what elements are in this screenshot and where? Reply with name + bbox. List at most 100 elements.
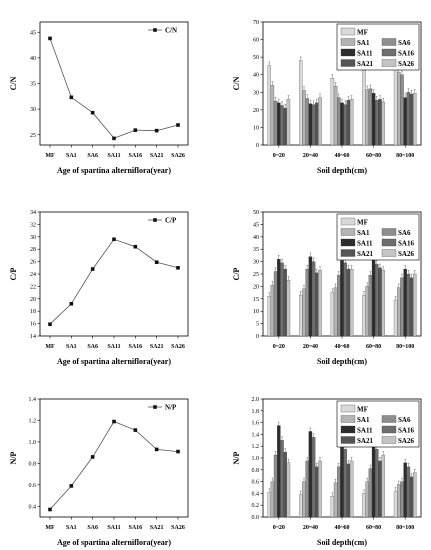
y-tick-label: 0.4 bbox=[252, 491, 260, 497]
y-tick-label: 26 bbox=[30, 260, 36, 266]
bar-SA6 bbox=[400, 74, 404, 146]
bar-SA21 bbox=[283, 107, 287, 146]
bar-MF bbox=[393, 490, 398, 518]
legend-label: SA6 bbox=[398, 39, 411, 47]
y-tick-label: 30 bbox=[253, 90, 259, 96]
x-tick-label: SA16 bbox=[128, 153, 142, 159]
bar-SA1 bbox=[397, 484, 401, 518]
bar-SA26 bbox=[349, 268, 354, 337]
y-tick-label: 30 bbox=[30, 107, 36, 113]
y-tick-label: 14 bbox=[30, 334, 36, 340]
legend-label: SA26 bbox=[398, 60, 414, 68]
data-point bbox=[154, 128, 159, 133]
legend-swatch-SA26 bbox=[381, 436, 397, 444]
y-tick-label: 0.0 bbox=[252, 515, 260, 521]
y-tick-label: 0.2 bbox=[252, 503, 260, 509]
bar-SA1 bbox=[270, 85, 275, 146]
legend-label: SA11 bbox=[357, 49, 373, 57]
legend-swatch-SA16 bbox=[381, 48, 397, 57]
y-tick-label: 10 bbox=[253, 125, 259, 131]
legend-label: SA11 bbox=[357, 239, 373, 247]
bar-SA26 bbox=[349, 99, 354, 146]
bar-SA26 bbox=[349, 460, 354, 518]
y-tick-label: 35 bbox=[30, 82, 36, 88]
y-tick-label: 35 bbox=[253, 247, 259, 253]
bar-SA21 bbox=[315, 102, 319, 146]
legend-label: SA11 bbox=[357, 426, 373, 434]
legend-label: SA6 bbox=[398, 229, 411, 237]
data-point bbox=[69, 301, 74, 306]
x-tick-label: SA11 bbox=[107, 153, 120, 159]
data-point bbox=[133, 244, 138, 249]
bar-SA26 bbox=[286, 99, 291, 146]
legend-label: SA16 bbox=[398, 49, 414, 57]
bar-SA21 bbox=[346, 463, 351, 518]
bar-SA6 bbox=[273, 271, 278, 337]
x-tick-label: SA11 bbox=[107, 344, 120, 350]
y-tick-label: 34 bbox=[30, 210, 36, 216]
y-tick-label: 25 bbox=[30, 133, 36, 139]
legend-swatch-SA6 bbox=[381, 415, 397, 423]
y-tick-label: 24 bbox=[30, 272, 36, 278]
x-tick-label: SA21 bbox=[150, 525, 164, 531]
bar-SA6 bbox=[305, 460, 309, 518]
bar-SA11 bbox=[277, 102, 281, 146]
bar-SA21 bbox=[378, 99, 382, 146]
x-axis-label: Soil depth(cm) bbox=[317, 357, 367, 366]
bar-SA1 bbox=[333, 86, 338, 146]
x-tick-label: SA16 bbox=[128, 525, 142, 531]
bar-SA26 bbox=[381, 454, 385, 518]
legend-label: MF bbox=[357, 28, 368, 36]
legend-swatch-MF bbox=[340, 217, 356, 226]
bar-SA26 bbox=[318, 97, 322, 146]
bar-MF bbox=[267, 492, 271, 518]
data-point bbox=[48, 322, 52, 327]
x-tick-label: MF bbox=[45, 344, 55, 350]
y-tick-label: 0.8 bbox=[29, 461, 37, 467]
legend-marker bbox=[153, 405, 157, 409]
y-tick-label: 1.2 bbox=[252, 444, 260, 450]
plot-frame-4 bbox=[39, 398, 189, 518]
y-axis-label: C/N bbox=[9, 76, 18, 90]
y-tick-label: 1.8 bbox=[252, 409, 260, 415]
bar-MF bbox=[362, 294, 366, 337]
legend-swatch-SA6 bbox=[381, 38, 397, 46]
bar-SA1 bbox=[397, 71, 401, 146]
y-tick-label: 20 bbox=[253, 108, 259, 114]
bar-SA1 bbox=[365, 89, 369, 146]
x-tick-label: SA11 bbox=[107, 525, 120, 531]
y-tick-label: 50 bbox=[253, 55, 259, 61]
bar-SA11 bbox=[403, 462, 407, 518]
y-tick-label: 50 bbox=[253, 210, 259, 216]
data-point bbox=[48, 507, 52, 512]
bar-SA6 bbox=[337, 466, 341, 518]
bar-SA16 bbox=[343, 449, 347, 518]
x-axis-label: Age of spartina alterniflora(year) bbox=[57, 166, 171, 175]
bar-SA1 bbox=[302, 481, 306, 518]
bar-MF bbox=[393, 299, 398, 337]
y-tick-label: 0.4 bbox=[29, 504, 37, 510]
y-tick-label: 18 bbox=[30, 309, 36, 315]
legend-swatch-SA16 bbox=[381, 238, 397, 247]
legend-label: SA6 bbox=[398, 416, 411, 424]
data-point bbox=[112, 136, 116, 141]
data-point bbox=[112, 237, 116, 242]
bar-SA16 bbox=[280, 440, 284, 518]
legend-swatch-SA1 bbox=[340, 415, 356, 423]
y-axis-label: N/P bbox=[232, 451, 241, 464]
bar-SA1 bbox=[365, 481, 369, 518]
y-tick-label: 45 bbox=[30, 30, 36, 36]
bar-SA16 bbox=[375, 100, 379, 146]
bar-MF bbox=[330, 78, 335, 146]
data-point bbox=[154, 447, 159, 452]
y-tick-label: 0.8 bbox=[252, 468, 260, 474]
legend-swatch-SA11 bbox=[340, 238, 356, 247]
data-point bbox=[176, 449, 180, 454]
legend-marker bbox=[153, 28, 157, 32]
bar-SA16 bbox=[406, 466, 411, 518]
bar-SA6 bbox=[400, 277, 404, 337]
bar-SA21 bbox=[409, 277, 414, 337]
bar-SA16 bbox=[343, 104, 347, 146]
bar-SA21 bbox=[378, 460, 382, 518]
